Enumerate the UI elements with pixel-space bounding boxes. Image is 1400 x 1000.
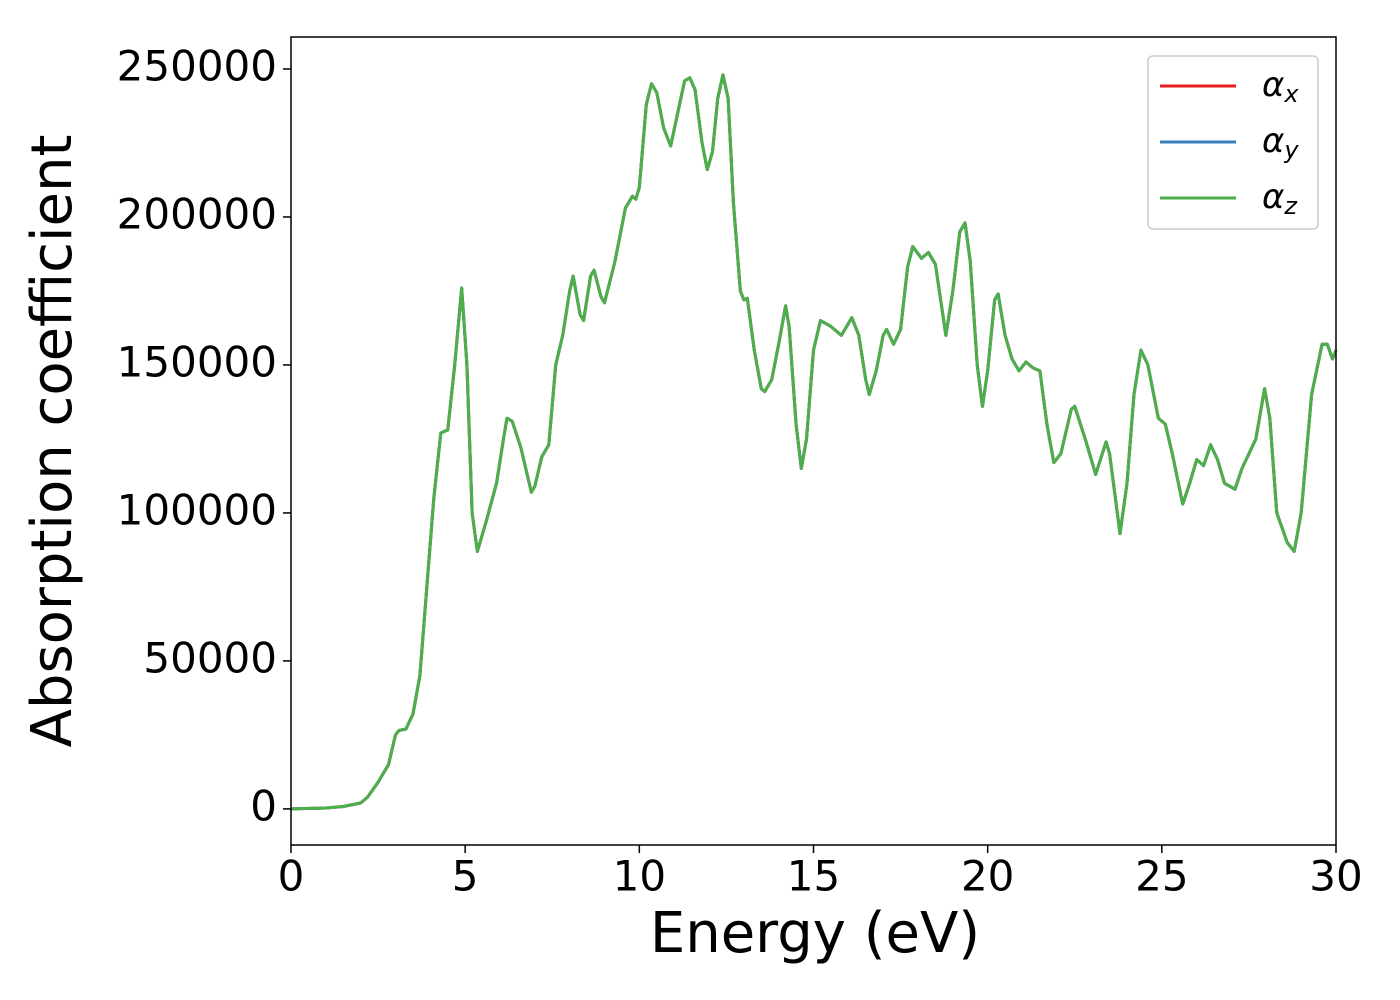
- x-tick-label: 25: [1135, 852, 1188, 901]
- x-tick-label: 0: [278, 852, 305, 901]
- y-tick-label: 250000: [117, 41, 277, 90]
- y-axis-label: Absorption coefficient: [20, 135, 85, 748]
- y-tick-label: 50000: [143, 633, 277, 682]
- y-tick-label: 200000: [117, 189, 277, 238]
- legend-label: αz: [1262, 177, 1298, 221]
- x-tick-label: 10: [613, 852, 666, 901]
- y-tick-label: 0: [250, 781, 277, 830]
- x-tick-label: 20: [961, 852, 1014, 901]
- legend-label: αx: [1262, 65, 1299, 109]
- x-tick-label: 30: [1309, 852, 1362, 901]
- x-tick-label: 5: [452, 852, 479, 901]
- data-line: [290, 73, 1338, 811]
- x-axis-label: Energy (eV): [650, 901, 980, 966]
- plot-frame: [290, 36, 1337, 846]
- x-tick-label: 15: [787, 852, 840, 901]
- y-tick-label: 150000: [117, 337, 277, 386]
- y-tick-label: 100000: [117, 485, 277, 534]
- legend-label: αy: [1262, 121, 1299, 165]
